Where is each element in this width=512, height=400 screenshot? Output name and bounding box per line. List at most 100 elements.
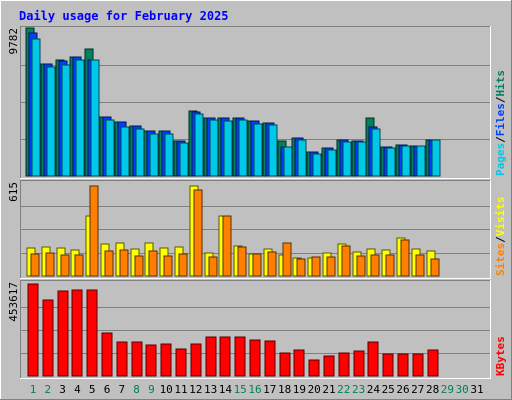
bar-sites-day-20: [311, 256, 321, 277]
day-label-25: 25: [382, 383, 395, 396]
bar-sites-day-1: [30, 253, 40, 277]
day-label-1: 1: [30, 383, 37, 396]
bar-pages-day-25: [386, 147, 396, 177]
chart-panels: 9782Pages/Files/Hits615Sites/Visits45361…: [7, 26, 507, 379]
panel-kbytes: 453617 KBytes: [7, 280, 507, 379]
bar-sites-day-28: [430, 258, 440, 277]
day-label-19: 19: [293, 383, 306, 396]
bar-kbytes-day-25: [382, 353, 394, 377]
bar-sites-day-19: [296, 258, 306, 277]
bar-sites-day-25: [385, 254, 395, 277]
bar-sites-day-22: [341, 245, 351, 277]
bar-sites-day-5: [89, 185, 99, 277]
bar-pages-day-19: [297, 139, 307, 177]
bar-kbytes-day-19: [293, 349, 305, 377]
day-label-22: 22: [337, 383, 350, 396]
legend-files: Files: [494, 103, 507, 136]
bar-pages-day-23: [357, 141, 367, 177]
bar-kbytes-day-3: [57, 290, 69, 377]
panel-visits-max-label: 615: [7, 182, 20, 202]
day-label-14: 14: [219, 383, 233, 396]
bar-kbytes-day-10: [160, 343, 172, 377]
day-label-2: 2: [44, 383, 51, 396]
bar-pages-day-14: [223, 120, 233, 177]
bar-sites-day-18: [282, 242, 292, 277]
bar-sites-day-15: [237, 246, 247, 277]
day-label-31: 31: [470, 383, 483, 396]
bar-pages-day-5: [90, 59, 100, 177]
bar-sites-day-21: [326, 256, 336, 277]
day-label-8: 8: [133, 383, 140, 396]
day-label-3: 3: [59, 383, 66, 396]
legend-hits: Hits: [494, 70, 507, 97]
day-label-30: 30: [456, 383, 469, 396]
bar-pages-day-13: [209, 119, 219, 177]
bar-kbytes-day-13: [205, 336, 217, 377]
bar-sites-day-4: [74, 254, 84, 277]
bar-sites-day-23: [356, 255, 366, 277]
x-axis-day-labels: 1 2 3 4 5 6 7 8 9 10 11 12 13 14 15 16 17 18 19 20 21 22 23 24 2…: [30, 383, 484, 396]
day-label-20: 20: [308, 383, 321, 396]
legend-separator: /: [494, 136, 507, 143]
bar-pages-day-2: [46, 66, 56, 177]
bar-kbytes-day-8: [131, 341, 143, 377]
bar-kbytes-day-18: [279, 352, 291, 377]
bar-pages-day-21: [327, 149, 337, 177]
bar-sites-day-8: [134, 255, 144, 277]
bar-kbytes-day-28: [427, 349, 439, 377]
day-label-16: 16: [248, 383, 261, 396]
legend-separator: /: [494, 236, 507, 243]
day-label-12: 12: [189, 383, 202, 396]
bar-kbytes-day-22: [338, 352, 350, 377]
bar-sites-day-10: [163, 255, 173, 277]
bar-kbytes-day-5: [86, 289, 98, 377]
bar-kbytes-day-6: [101, 332, 113, 377]
bar-kbytes-day-14: [219, 336, 231, 377]
bar-kbytes-day-27: [412, 353, 424, 377]
bar-kbytes-day-24: [367, 341, 379, 377]
day-label-28: 28: [426, 383, 439, 396]
panel-kbytes-max-label: 453617: [7, 282, 20, 322]
bar-kbytes-day-21: [323, 355, 335, 377]
bar-kbytes-day-12: [190, 343, 202, 377]
bar-kbytes-day-23: [353, 350, 365, 377]
bar-kbytes-day-4: [71, 289, 83, 377]
bar-pages-day-24: [371, 128, 381, 177]
panel-kbytes-legend: KBytes: [494, 336, 507, 376]
day-label-7: 7: [118, 383, 125, 396]
day-label-15: 15: [234, 383, 247, 396]
legend-kbytes: KBytes: [494, 336, 507, 376]
bar-pages-day-27: [416, 145, 426, 177]
legend-pages: Pages: [494, 143, 507, 176]
bar-sites-day-14: [222, 215, 232, 277]
day-label-10: 10: [160, 383, 173, 396]
day-label-6: 6: [104, 383, 111, 396]
bar-sites-day-7: [119, 249, 129, 277]
panel-visits-legend: Sites/Visits: [494, 197, 507, 277]
bar-sites-day-9: [148, 250, 158, 277]
day-label-11: 11: [174, 383, 187, 396]
bar-sites-day-17: [267, 251, 277, 277]
bar-pages-day-17: [268, 124, 278, 177]
bar-kbytes-day-11: [175, 348, 187, 377]
day-label-4: 4: [74, 383, 81, 396]
chart-title: Daily usage for February 2025: [19, 9, 229, 23]
day-label-17: 17: [263, 383, 276, 396]
bar-kbytes-day-1: [27, 283, 39, 377]
day-label-26: 26: [396, 383, 409, 396]
bar-pages-day-28: [431, 139, 441, 177]
bar-pages-day-3: [61, 64, 71, 177]
legend-separator: /: [494, 96, 507, 103]
bar-sites-day-2: [45, 252, 55, 277]
bar-sites-day-3: [60, 254, 70, 277]
bar-kbytes-day-7: [116, 341, 128, 377]
panel-hits-legend: Pages/Files/Hits: [494, 70, 507, 176]
bar-pages-day-9: [149, 133, 159, 177]
day-label-29: 29: [441, 383, 454, 396]
bar-pages-day-7: [120, 126, 130, 177]
bar-sites-day-11: [178, 253, 188, 277]
bar-pages-day-18: [283, 146, 293, 177]
legend-sites: Sites: [494, 243, 507, 276]
bar-sites-day-13: [208, 256, 218, 277]
